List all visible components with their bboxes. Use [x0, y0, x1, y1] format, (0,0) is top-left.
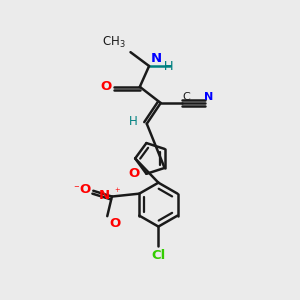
Text: O: O	[110, 217, 121, 230]
Text: CH$_3$: CH$_3$	[102, 35, 126, 50]
Text: N: N	[204, 92, 213, 102]
Text: H: H	[129, 115, 137, 128]
Text: O: O	[80, 183, 91, 196]
Text: O: O	[101, 80, 112, 93]
Text: O: O	[128, 167, 140, 180]
Text: -H: -H	[159, 59, 174, 73]
Text: $^-$: $^-$	[72, 184, 80, 195]
Text: Cl: Cl	[151, 248, 166, 262]
Text: N: N	[98, 189, 110, 202]
Text: C: C	[183, 92, 190, 102]
Text: $^+$: $^+$	[113, 187, 121, 197]
Text: N: N	[150, 52, 161, 65]
